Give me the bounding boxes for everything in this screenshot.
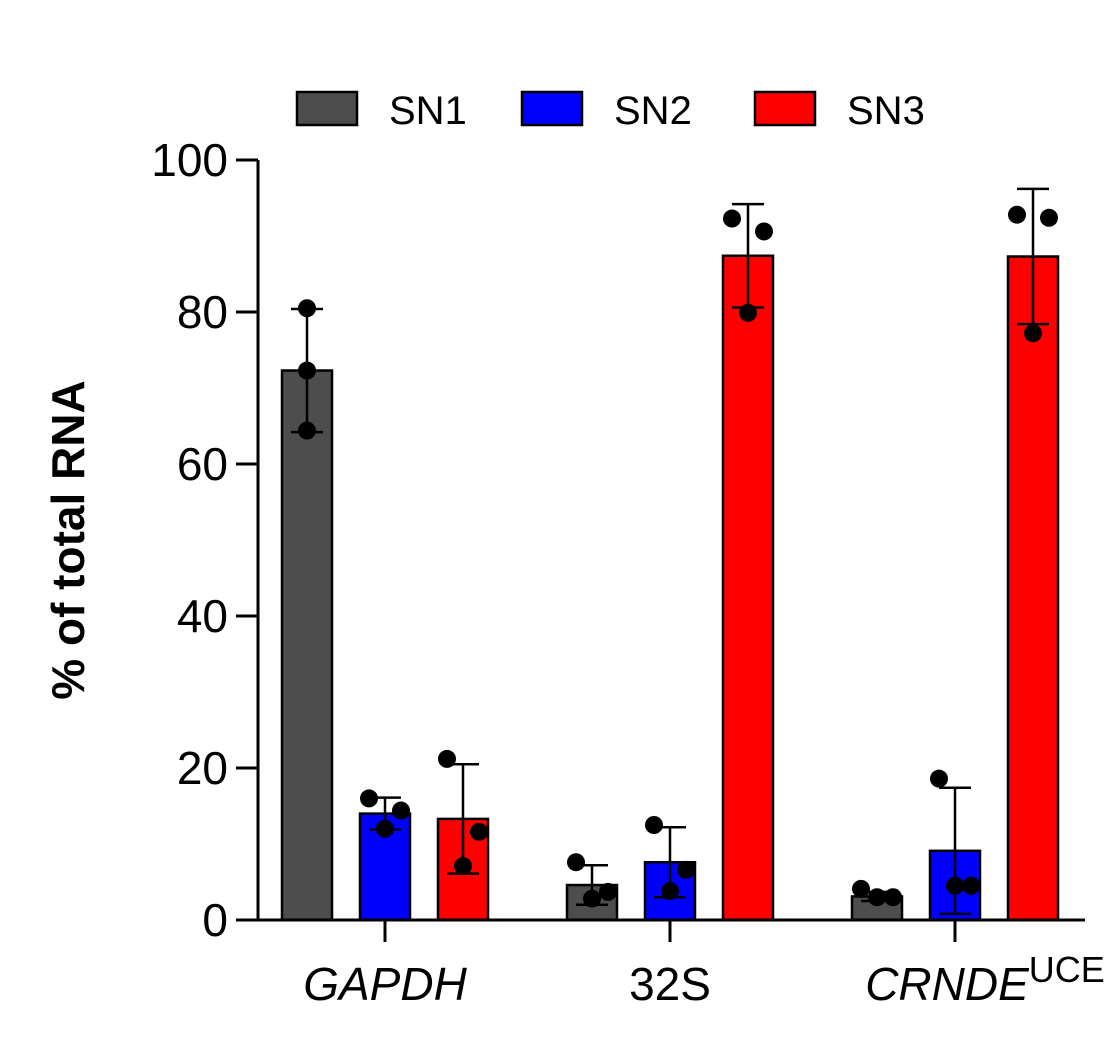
y-tick-label: 80	[177, 286, 228, 338]
data-point	[298, 421, 316, 440]
y-axis-label: % of total RNA	[42, 380, 94, 699]
data-point	[1008, 205, 1026, 224]
data-points	[298, 205, 1058, 908]
legend-swatch	[520, 90, 584, 127]
data-point	[946, 876, 964, 895]
x-category-labels: GAPDH 32S CRNDEUCE	[303, 920, 1105, 1010]
data-point	[677, 860, 695, 879]
data-point	[438, 749, 456, 768]
legend-label: SN2	[614, 89, 692, 133]
data-point	[360, 789, 378, 808]
data-point	[470, 822, 488, 841]
data-point	[962, 876, 980, 895]
bars	[280, 254, 1060, 922]
legend-swatch	[753, 90, 817, 127]
y-tick-label: 100	[151, 134, 228, 186]
bar-sn3-2	[1006, 255, 1060, 922]
data-point	[645, 816, 663, 834]
data-point	[298, 361, 316, 380]
data-point	[884, 888, 902, 907]
data-point	[454, 857, 472, 876]
data-point	[1024, 324, 1042, 343]
data-point	[376, 819, 394, 838]
data-point	[930, 769, 948, 788]
axes	[256, 160, 1085, 922]
data-point	[392, 801, 410, 820]
y-tick-label: 0	[202, 894, 228, 946]
legend-label: SN1	[389, 89, 467, 133]
data-point	[868, 888, 886, 907]
x-category-label: CRNDEUCE	[865, 949, 1105, 1010]
data-point	[1040, 208, 1058, 227]
x-category-superscript: UCE	[1029, 949, 1105, 990]
y-tick-label: 60	[177, 438, 228, 490]
y-ticks: 0 20 40 60 80 100	[151, 134, 258, 946]
y-tick-label: 40	[177, 590, 228, 642]
x-category-label: GAPDH	[303, 958, 467, 1010]
legend: SN1 SN2 SN3	[295, 89, 925, 133]
error-bar	[1017, 187, 1049, 326]
bar-sn3-1	[721, 254, 775, 922]
legend-label: SN3	[847, 89, 925, 133]
data-point	[755, 222, 773, 241]
bar-sn1-0	[280, 369, 334, 922]
legend-item-sn3: SN3	[753, 89, 925, 133]
data-point	[661, 882, 679, 901]
legend-item-sn1: SN1	[295, 89, 467, 133]
legend-item-sn2: SN2	[520, 89, 692, 133]
data-point	[852, 879, 870, 898]
data-point	[723, 209, 741, 228]
legend-swatch	[295, 90, 359, 127]
y-tick-label: 20	[177, 742, 228, 794]
data-point	[583, 889, 601, 908]
data-point	[298, 299, 316, 318]
data-point	[739, 303, 757, 322]
data-point	[599, 882, 617, 901]
data-point	[567, 853, 585, 872]
x-category-label: 32S	[629, 958, 711, 1010]
